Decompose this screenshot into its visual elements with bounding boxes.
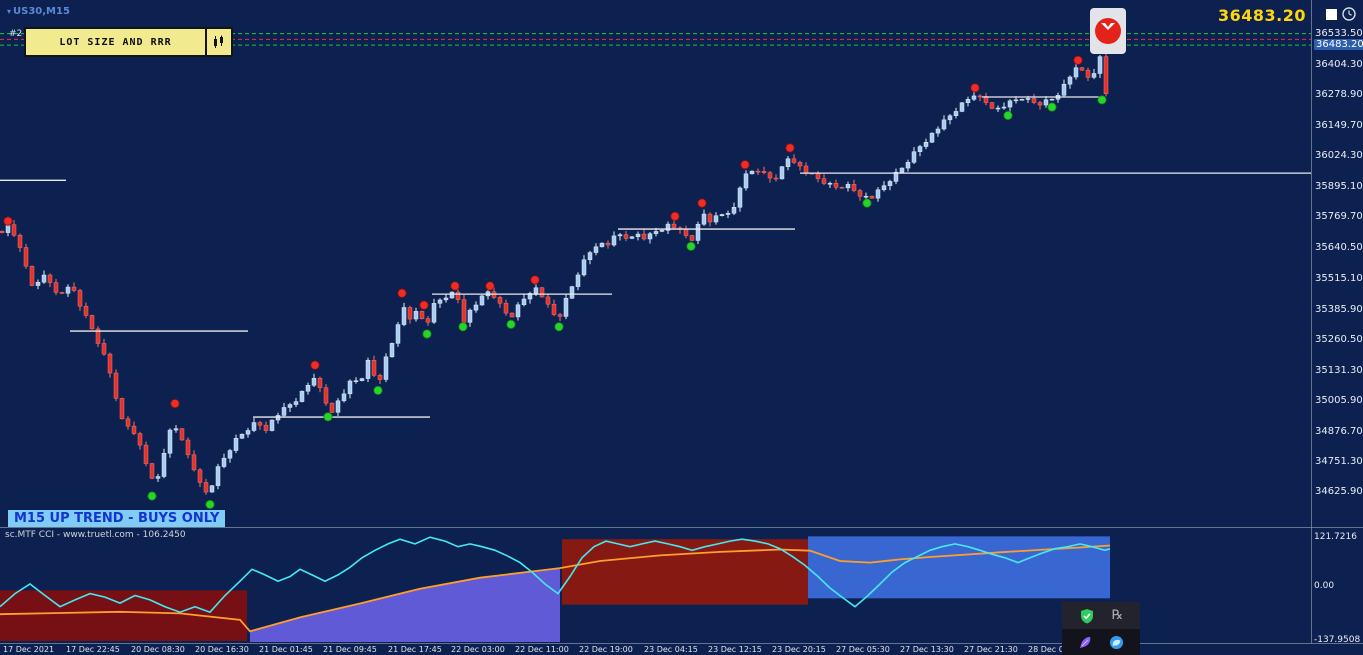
rx-icon[interactable]: ℞ bbox=[1111, 608, 1124, 623]
feather-icon[interactable] bbox=[1078, 635, 1093, 650]
price-axis-label: 35385.90 bbox=[1315, 303, 1363, 315]
trend-banner: M15 UP TREND - BUYS ONLY bbox=[8, 510, 226, 527]
time-axis-label: 21 Dec 09:45 bbox=[323, 645, 377, 654]
time-axis-label: 17 Dec 2021 bbox=[3, 645, 55, 654]
time-axis-separator bbox=[0, 643, 1363, 644]
time-axis-label: 20 Dec 08:30 bbox=[131, 645, 185, 654]
time-axis-label: 28 Dec 05:30 bbox=[1028, 645, 1082, 654]
cci-axis-label: 121.7216 bbox=[1314, 532, 1357, 543]
chart-tool-button[interactable] bbox=[207, 27, 233, 57]
tray-row-bottom bbox=[1062, 629, 1140, 655]
price-axis-label: 36278.90 bbox=[1315, 89, 1363, 101]
blue-app-icon[interactable] bbox=[1109, 635, 1124, 650]
time-axis-label: 22 Dec 11:00 bbox=[515, 645, 569, 654]
broker-logo bbox=[1090, 8, 1126, 54]
price-axis-label: 35131.30 bbox=[1315, 364, 1363, 376]
price-axis-label: 34625.90 bbox=[1315, 486, 1363, 497]
time-axis-label: 20 Dec 16:30 bbox=[195, 645, 249, 654]
price-axis-label: 36024.30 bbox=[1315, 150, 1363, 162]
cci-axis-label: -137.9508 bbox=[1314, 635, 1361, 646]
cci-lines bbox=[0, 536, 1111, 633]
chevron-down-icon: ▾ bbox=[7, 7, 12, 16]
logo-icon bbox=[1095, 18, 1121, 44]
signal-dots bbox=[3, 55, 1107, 510]
cci-axis-label: 0.00 bbox=[1314, 580, 1335, 591]
price-axis-label: 35005.90 bbox=[1315, 394, 1363, 406]
price-axis[interactable]: 36533.50 36404.30 36278.90 36149.70 36024.30… bbox=[1312, 0, 1363, 646]
system-tray-popup: ℞ bbox=[1062, 602, 1140, 655]
cci-indicator-canvas[interactable] bbox=[0, 528, 1311, 643]
time-axis-label: 22 Dec 19:00 bbox=[579, 645, 633, 654]
time-axis-label: 23 Dec 12:15 bbox=[708, 645, 762, 654]
tray-row-top: ℞ bbox=[1062, 602, 1140, 629]
indicator-title: sc.MTF CCI - www.truetl.com - 106.2450 bbox=[5, 530, 186, 540]
price-axis-label: 35260.50 bbox=[1315, 333, 1363, 345]
ea-button-group: LOT SIZE AND RRR bbox=[24, 27, 233, 57]
price-axis-label: 36149.70 bbox=[1315, 120, 1363, 132]
order-comment-text: #2 bbox=[9, 29, 23, 39]
price-axis-label: 34751.30 bbox=[1315, 455, 1363, 467]
time-axis-label: 23 Dec 04:15 bbox=[644, 645, 698, 654]
time-axis-label: 21 Dec 17:45 bbox=[388, 645, 442, 654]
current-price-display: 36483.20 bbox=[1217, 6, 1306, 25]
candles-layer bbox=[0, 53, 1109, 495]
shield-check-icon[interactable] bbox=[1079, 608, 1095, 624]
time-axis-label: 27 Dec 05:30 bbox=[836, 645, 890, 654]
price-axis-label: 35895.10 bbox=[1315, 181, 1363, 193]
current-price-tag: 36483.20 bbox=[1314, 39, 1363, 51]
time-axis-label: 23 Dec 20:15 bbox=[772, 645, 826, 654]
panel-separator[interactable] bbox=[0, 527, 1363, 528]
main-chart-canvas[interactable] bbox=[0, 0, 1311, 527]
chart-corner-icons bbox=[1326, 7, 1362, 21]
price-axis-label: 36404.30 bbox=[1315, 59, 1363, 71]
price-axis-separator bbox=[1311, 0, 1312, 643]
price-axis-label: 35515.10 bbox=[1315, 272, 1363, 284]
price-axis-label: 36533.50 bbox=[1315, 28, 1363, 39]
time-axis-label: 27 Dec 13:30 bbox=[900, 645, 954, 654]
price-axis-label: 34876.70 bbox=[1315, 425, 1363, 437]
time-axis-label: 21 Dec 01:45 bbox=[259, 645, 313, 654]
candles-icon bbox=[214, 35, 223, 48]
symbol-timeframe-label: ▾ US30,M15 bbox=[7, 6, 70, 17]
lot-size-rrr-button[interactable]: LOT SIZE AND RRR bbox=[24, 27, 207, 57]
chart-shift-icon[interactable] bbox=[1326, 8, 1337, 20]
price-axis-label: 35640.50 bbox=[1315, 242, 1363, 254]
time-axis-label: 22 Dec 03:00 bbox=[451, 645, 505, 654]
clock-icon[interactable] bbox=[1342, 7, 1356, 21]
time-axis[interactable]: 17 Dec 2021 17 Dec 22:45 20 Dec 08:30 20 De… bbox=[0, 644, 1311, 655]
price-axis-label: 35769.70 bbox=[1315, 211, 1363, 223]
structure-levels bbox=[0, 96, 1311, 418]
cci-regions bbox=[0, 536, 1110, 642]
time-axis-label: 17 Dec 22:45 bbox=[66, 645, 120, 654]
time-axis-label: 27 Dec 21:30 bbox=[964, 645, 1018, 654]
